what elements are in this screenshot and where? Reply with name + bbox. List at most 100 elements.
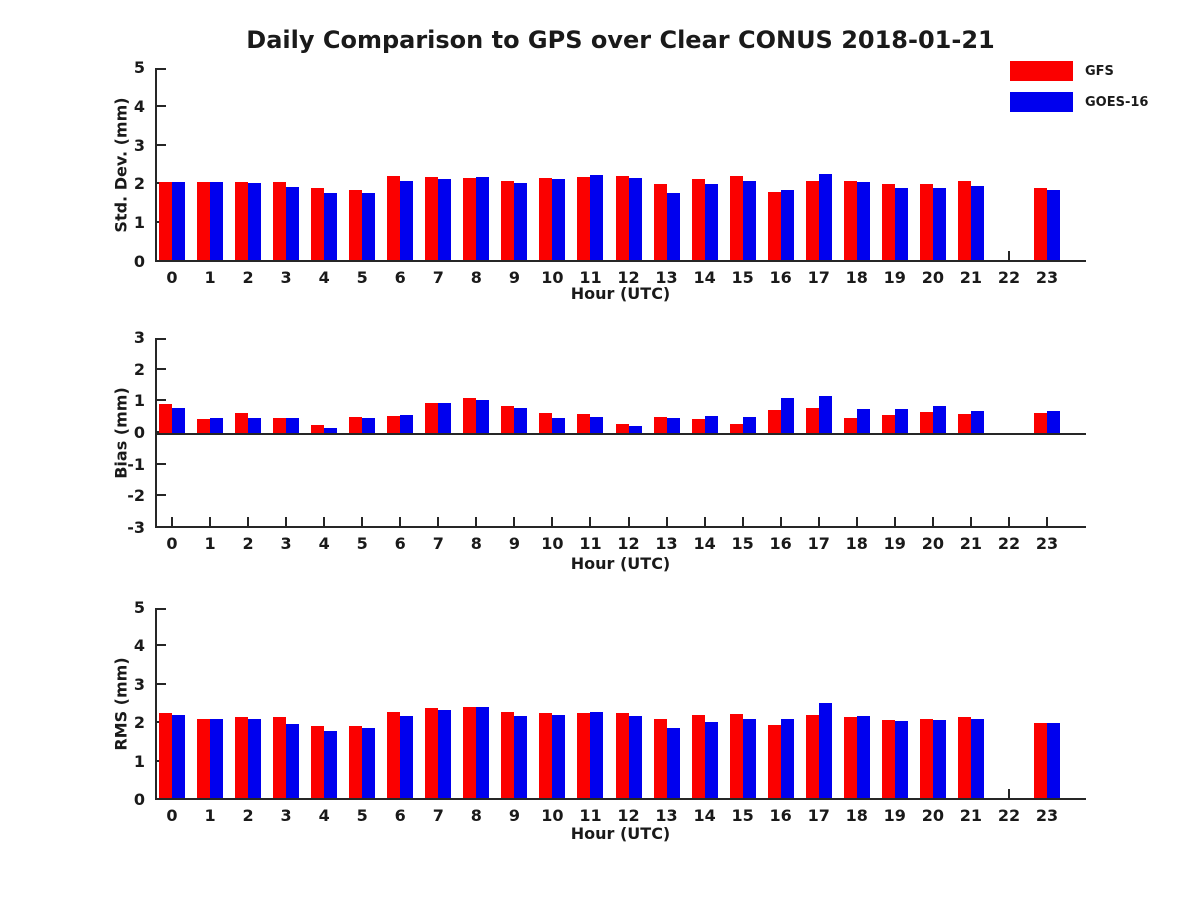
- bar-gfs-hour-11: [577, 177, 591, 260]
- bar-goes-16-hour-7: [438, 709, 452, 798]
- x-tick-label: 21: [959, 268, 983, 287]
- x-tick-label: 9: [508, 268, 520, 287]
- x-axis-line: [155, 260, 1086, 262]
- y-tick-mark: [157, 399, 166, 402]
- bar-goes-16-hour-10: [552, 417, 566, 433]
- x-tick-label: 9: [508, 806, 520, 825]
- x-tick-label: 16: [769, 806, 792, 825]
- bar-goes-16-hour-0: [172, 714, 185, 798]
- bar-gfs-hour-6: [387, 415, 401, 433]
- legend-label-gfs: GFS: [1085, 63, 1114, 79]
- bar-goes-16-hour-2: [248, 719, 262, 798]
- bar-gfs-hour-6: [387, 175, 401, 260]
- x-tick-label: 5: [356, 268, 368, 287]
- x-tick-label: 21: [959, 806, 983, 825]
- x-tick-mark: [475, 517, 478, 526]
- y-tick-label: 1: [133, 213, 145, 233]
- bar-goes-16-hour-10: [552, 178, 566, 260]
- y-tick-label: 0: [133, 252, 145, 271]
- bar-goes-16-hour-0: [172, 181, 185, 260]
- bar-gfs-hour-14: [691, 715, 705, 798]
- bar-gfs-hour-4: [311, 188, 325, 260]
- bar-goes-16-hour-3: [286, 724, 300, 798]
- bar-gfs-hour-13: [653, 183, 667, 260]
- bar-gfs-hour-20: [919, 412, 933, 433]
- bar-gfs-hour-21: [957, 181, 971, 260]
- y-tick-mark: [157, 798, 166, 800]
- x-tick-label: 8: [470, 268, 482, 287]
- y-tick-label: 0: [133, 423, 145, 442]
- y-tick-label: 2: [133, 174, 145, 194]
- bar-gfs-hour-9: [501, 406, 515, 433]
- bar-goes-16-hour-3: [286, 187, 300, 260]
- x-tick-label: 21: [959, 534, 983, 553]
- y-tick-label: 5: [133, 598, 145, 617]
- y-tick-mark: [157, 644, 166, 647]
- bar-gfs-hour-7: [425, 402, 439, 433]
- bar-gfs-hour-3: [273, 418, 287, 433]
- x-tick-label: 16: [769, 268, 792, 287]
- bar-goes-16-hour-15: [742, 718, 756, 798]
- bar-goes-16-hour-8: [476, 706, 490, 798]
- bar-gfs-hour-15: [729, 713, 743, 798]
- y-tick-label: -2: [127, 486, 145, 506]
- bar-goes-16-hour-12: [628, 715, 642, 798]
- y-tick-label: 1: [133, 751, 145, 771]
- bar-gfs-hour-16: [767, 725, 781, 798]
- x-tick-label: 6: [394, 806, 406, 825]
- x-tick-label: 8: [470, 534, 482, 553]
- x-tick-mark: [779, 517, 782, 526]
- bar-gfs-hour-7: [425, 707, 439, 798]
- x-tick-label: 20: [921, 534, 944, 553]
- bar-gfs-hour-12: [615, 424, 629, 433]
- bar-gfs-hour-9: [501, 711, 515, 798]
- bar-goes-16-hour-1: [210, 718, 224, 798]
- x-tick-label: 13: [655, 534, 678, 553]
- x-tick-label: 5: [356, 806, 368, 825]
- y-tick-label: 4: [133, 636, 145, 656]
- bar-gfs-hour-17: [805, 715, 819, 798]
- bar-gfs-hour-18: [843, 418, 857, 433]
- x-tick-label: 8: [470, 806, 482, 825]
- y-tick-mark: [157, 494, 166, 497]
- x-tick-label: 17: [807, 534, 830, 553]
- bar-goes-16-hour-16: [780, 718, 794, 798]
- bar-goes-16-hour-14: [704, 184, 718, 260]
- bar-gfs-hour-2: [235, 413, 249, 433]
- bar-gfs-hour-11: [577, 414, 591, 433]
- x-tick-label: 2: [242, 534, 254, 553]
- bar-goes-16-hour-5: [362, 417, 376, 433]
- x-tick-label: 11: [579, 534, 602, 553]
- bar-gfs-hour-19: [881, 720, 895, 798]
- x-tick-label: 3: [280, 534, 292, 553]
- bar-gfs-hour-6: [387, 711, 401, 798]
- rms-y-axis-label: RMS (mm): [111, 657, 131, 751]
- bar-gfs-hour-21: [957, 413, 971, 433]
- bar-goes-16-hour-1: [210, 182, 224, 260]
- y-tick-label: 3: [133, 135, 145, 155]
- x-tick-label: 13: [655, 806, 678, 825]
- rms-x-axis-label: Hour (UTC): [570, 824, 671, 843]
- bar-goes-16-hour-9: [514, 182, 528, 260]
- x-tick-label: 22: [997, 534, 1021, 553]
- bar-goes-16-hour-13: [666, 417, 680, 433]
- bar-gfs-hour-2: [235, 716, 249, 798]
- bar-goes-16-hour-21: [970, 411, 984, 433]
- bar-goes-16-hour-19: [894, 720, 908, 798]
- bar-gfs-hour-21: [957, 717, 971, 798]
- x-tick-mark: [1007, 251, 1010, 260]
- x-tick-label: 4: [318, 806, 330, 825]
- bar-goes-16-hour-16: [780, 190, 794, 260]
- x-tick-mark: [665, 517, 668, 526]
- bar-goes-16-hour-21: [970, 185, 984, 260]
- rms-plot-area: 0 1 2 3 4 5 0 1 2 3 4 5 6 7 8 9 10 11 12 13 14 15 16 17 18 19 20 21…: [134, 598, 1086, 825]
- bar-gfs-hour-16: [767, 192, 781, 260]
- y-axis-line: [155, 68, 157, 262]
- bar-goes-16-hour-19: [894, 188, 908, 260]
- bar-gfs-hour-4: [311, 425, 325, 433]
- x-tick-label: 20: [921, 806, 944, 825]
- bar-goes-16-hour-12: [628, 177, 642, 260]
- x-tick-mark: [1007, 517, 1010, 526]
- x-axis-line: [155, 798, 1086, 800]
- bar-gfs-hour-14: [691, 178, 705, 260]
